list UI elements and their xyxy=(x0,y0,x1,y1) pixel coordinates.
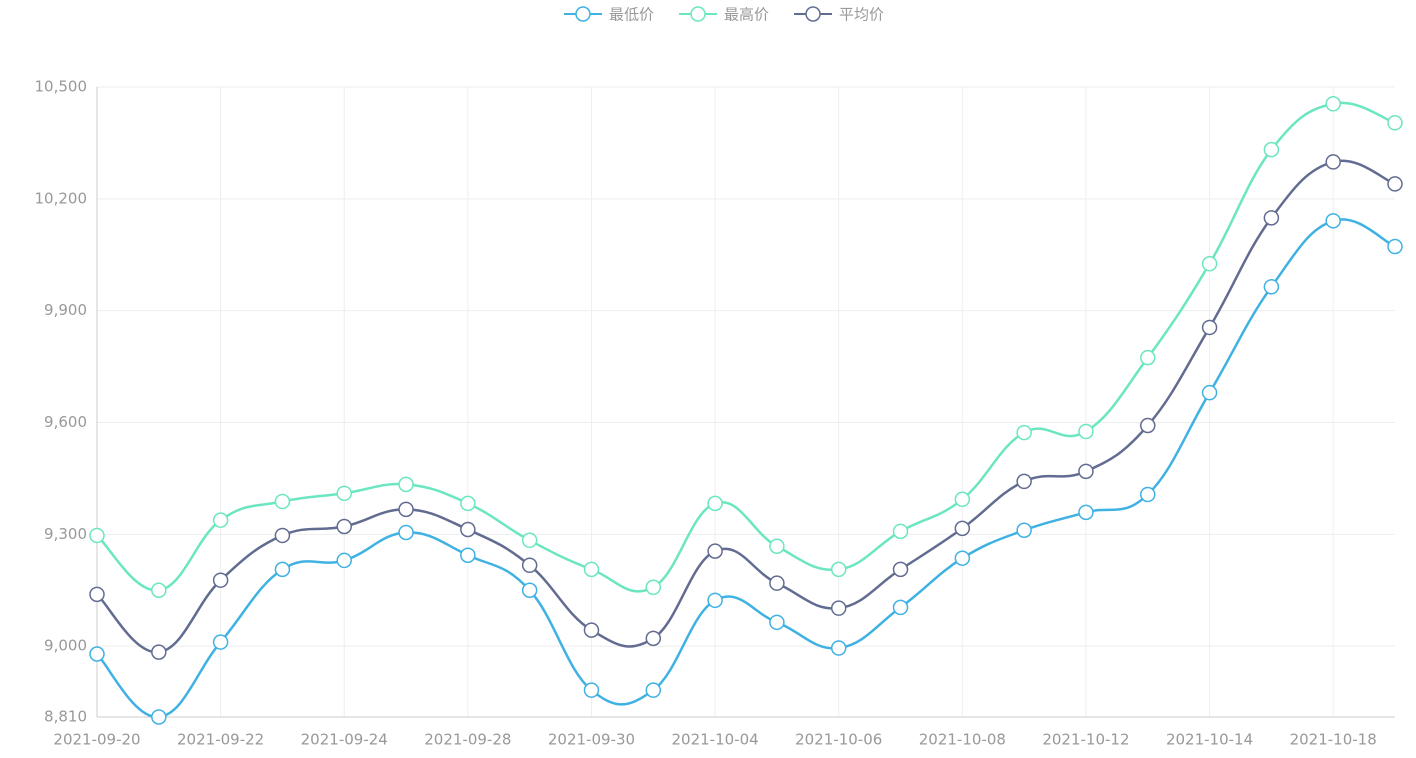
data-point xyxy=(336,552,352,569)
data-point xyxy=(151,644,167,660)
y-tick-label: 10,500 xyxy=(35,78,88,96)
data-point xyxy=(645,682,662,698)
data-point xyxy=(89,586,105,603)
data-point xyxy=(954,520,971,537)
data-point xyxy=(1016,522,1032,538)
data-point xyxy=(460,521,476,538)
x-tick-label: 2021-09-20 xyxy=(53,731,140,749)
data-point xyxy=(1263,141,1280,158)
data-point xyxy=(398,524,414,541)
data-point xyxy=(1201,384,1218,401)
data-point xyxy=(892,599,909,616)
data-point xyxy=(274,561,291,578)
data-point xyxy=(707,543,723,559)
data-point xyxy=(398,501,414,518)
data-point xyxy=(398,476,414,493)
data-point xyxy=(645,579,662,596)
data-point xyxy=(707,495,723,512)
data-point xyxy=(1387,115,1403,131)
data-point xyxy=(830,600,847,616)
data-point xyxy=(1325,154,1341,170)
x-tick-label: 2021-10-12 xyxy=(1042,731,1129,749)
data-point xyxy=(954,491,971,508)
data-point xyxy=(336,518,352,535)
data-point xyxy=(954,550,971,566)
data-point xyxy=(583,622,600,638)
data-point xyxy=(1387,176,1403,192)
data-point xyxy=(521,532,538,549)
x-tick-label: 2021-09-30 xyxy=(548,731,635,749)
data-point xyxy=(212,634,229,650)
y-tick-label: 9,000 xyxy=(44,637,87,655)
data-point xyxy=(212,512,229,528)
data-point xyxy=(1325,96,1341,112)
data-point xyxy=(1140,486,1156,503)
y-tick-label: 9,900 xyxy=(44,301,87,319)
data-point xyxy=(769,538,785,555)
data-point xyxy=(89,527,105,544)
legend-icon xyxy=(690,6,706,22)
data-point xyxy=(1140,349,1156,366)
x-tick-label: 2021-09-28 xyxy=(424,731,511,749)
data-point xyxy=(583,561,600,578)
data-point xyxy=(1201,255,1218,272)
data-point xyxy=(769,614,785,631)
data-point xyxy=(645,630,662,647)
data-point xyxy=(1016,424,1032,441)
data-point xyxy=(1263,279,1280,295)
legend-label: 最低价 xyxy=(609,6,654,24)
data-point xyxy=(274,527,291,544)
series-line xyxy=(96,218,1396,719)
data-point xyxy=(892,523,909,540)
y-tick-label: 9,600 xyxy=(44,413,87,431)
legend-icon xyxy=(575,6,591,22)
data-point xyxy=(1325,213,1341,229)
data-point xyxy=(1078,504,1094,521)
legend-icon xyxy=(805,6,821,22)
data-point xyxy=(830,561,847,578)
data-point xyxy=(830,640,847,656)
x-tick-label: 2021-10-14 xyxy=(1166,731,1253,749)
y-tick-label: 9,300 xyxy=(44,525,87,543)
data-point xyxy=(460,495,476,512)
y-tick-label: 10,200 xyxy=(35,189,88,207)
series-line xyxy=(96,159,1396,654)
data-point xyxy=(1078,463,1094,480)
data-point xyxy=(212,572,229,588)
data-point xyxy=(151,582,167,599)
x-tick-label: 2021-10-06 xyxy=(795,731,882,749)
data-point xyxy=(1078,423,1094,440)
x-tick-label: 2021-09-22 xyxy=(177,731,264,749)
series-line xyxy=(96,101,1396,593)
data-point xyxy=(892,561,909,578)
data-point xyxy=(583,682,600,698)
x-tick-label: 2021-09-24 xyxy=(301,731,388,749)
legend-label: 平均价 xyxy=(839,6,884,24)
x-tick-label: 2021-10-04 xyxy=(672,731,759,749)
data-point xyxy=(336,485,352,502)
x-tick-label: 2021-10-18 xyxy=(1290,731,1377,749)
data-point xyxy=(707,592,723,609)
data-point xyxy=(1201,319,1218,336)
legend-label: 最高价 xyxy=(724,6,769,24)
data-point xyxy=(460,547,476,563)
data-point xyxy=(1140,417,1156,434)
data-point xyxy=(769,575,785,591)
data-point xyxy=(1016,473,1032,490)
data-point xyxy=(89,646,105,662)
data-point xyxy=(1263,210,1280,226)
x-tick-label: 2021-10-08 xyxy=(919,731,1006,749)
data-point xyxy=(1387,238,1403,255)
data-point xyxy=(521,557,538,574)
data-point xyxy=(151,709,167,725)
data-point xyxy=(521,582,538,599)
y-tick-label: 8,810 xyxy=(44,708,87,726)
data-point xyxy=(274,493,291,510)
